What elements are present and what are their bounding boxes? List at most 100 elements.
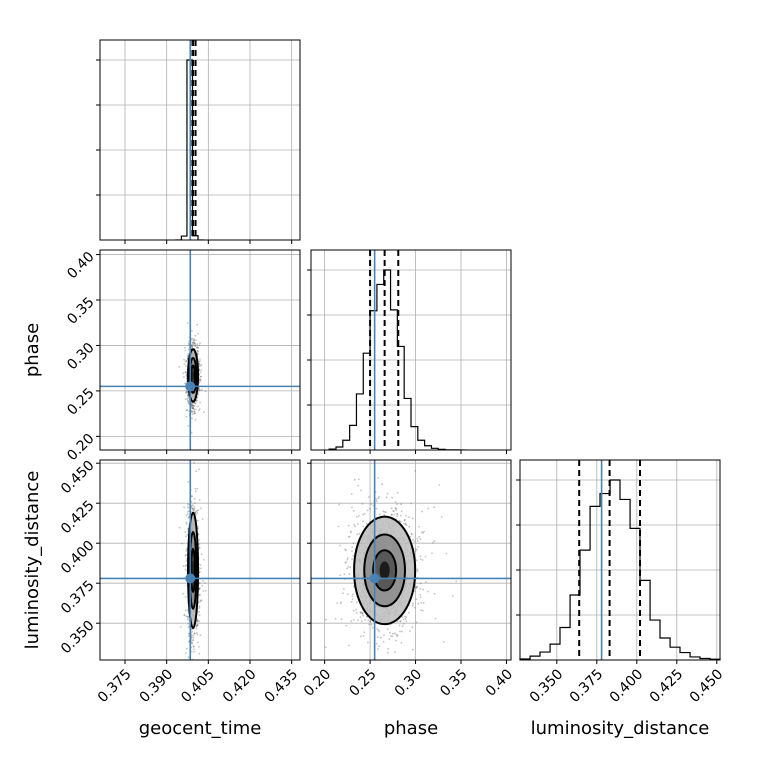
sample-point (418, 525, 420, 528)
sample-point (368, 507, 371, 510)
sample-point (387, 647, 390, 650)
sample-point (184, 554, 187, 557)
sample-point (192, 509, 195, 512)
sample-point (347, 524, 350, 527)
sample-point (196, 343, 199, 346)
histogram-bar (610, 480, 620, 660)
sample-point (193, 410, 196, 413)
sample-point (198, 365, 201, 368)
sample-point (364, 618, 366, 621)
sample-point (369, 620, 371, 623)
sample-point (184, 346, 186, 349)
sample-point (362, 525, 365, 528)
sample-point (340, 618, 343, 620)
sample-point (338, 503, 341, 506)
sample-point (351, 598, 354, 600)
sample-point (360, 620, 363, 623)
sample-point (187, 615, 190, 618)
sample-point (197, 660, 199, 662)
sample-point (358, 532, 361, 535)
sample-point (347, 536, 350, 538)
x-tick-label: 0.25 (346, 666, 379, 699)
sample-point (433, 506, 436, 509)
truth-marker (185, 573, 196, 584)
sample-point (190, 636, 193, 639)
x-tick-label: 0.435 (262, 666, 302, 706)
sample-point (185, 415, 188, 418)
sample-point (187, 402, 190, 405)
sample-point (363, 512, 366, 515)
sample-point (187, 394, 190, 397)
sample-point (355, 516, 358, 518)
sample-point (427, 590, 429, 593)
sample-point (198, 344, 201, 347)
sample-point (343, 588, 345, 590)
sample-point (193, 648, 196, 651)
y-tick-label: 0.40 (64, 249, 97, 282)
sample-point (346, 593, 349, 595)
sample-point (393, 632, 396, 635)
sample-point (360, 489, 362, 492)
sample-point (192, 646, 195, 648)
sample-point (346, 567, 349, 570)
sample-point (191, 337, 193, 340)
sample-point (192, 636, 195, 639)
sample-point (409, 630, 411, 632)
sample-point (350, 531, 352, 534)
sample-point (416, 540, 419, 542)
sample-point (421, 531, 423, 534)
sample-point (191, 642, 194, 645)
sample-point (182, 592, 184, 595)
sample-point (192, 645, 195, 648)
sample-point (187, 481, 190, 483)
histogram-bar (680, 653, 690, 660)
sample-point (195, 347, 198, 349)
density-area (311, 460, 511, 660)
x-axis-label: phase (384, 718, 438, 739)
x-tick-label: 0.40 (483, 666, 516, 699)
sample-point (363, 631, 366, 634)
sample-point (377, 629, 380, 631)
sample-point (394, 507, 397, 510)
sample-point (198, 606, 201, 609)
sample-point (197, 641, 199, 644)
x-tick-label: 0.390 (137, 666, 177, 706)
y-tick-label: 0.25 (64, 385, 97, 418)
sample-point (185, 375, 188, 378)
sample-point (196, 487, 199, 490)
sample-point (191, 407, 194, 409)
x-tick-label: 0.420 (220, 666, 260, 706)
sample-point (193, 337, 195, 340)
sample-point (389, 631, 391, 634)
sample-point (357, 484, 360, 487)
sample-point (186, 360, 189, 362)
histogram-bar (650, 620, 660, 660)
sample-point (196, 623, 199, 626)
sample-point (198, 620, 201, 623)
sample-point (197, 393, 200, 396)
sample-point (198, 587, 201, 590)
histogram-bar (193, 236, 199, 240)
sample-point (362, 614, 364, 617)
x-tick-label: 0.30 (392, 666, 425, 699)
sample-point (200, 375, 202, 378)
sample-point (191, 344, 193, 347)
sample-point (193, 462, 195, 464)
sample-point (185, 374, 188, 376)
sample-point (191, 341, 194, 344)
sample-point (451, 595, 454, 597)
sample-point (200, 363, 203, 366)
sample-point (193, 405, 196, 407)
sample-point (192, 343, 194, 346)
sample-point (353, 524, 355, 526)
sample-point (413, 540, 416, 543)
sample-point (184, 531, 187, 533)
sample-point (360, 635, 362, 638)
sample-point (193, 632, 196, 635)
y-tick-label: 0.35 (64, 294, 97, 327)
sample-point (190, 634, 193, 637)
sample-point (187, 401, 190, 404)
x-tick-label: 0.375 (95, 666, 135, 706)
sample-point (403, 519, 406, 522)
sample-point (184, 360, 187, 363)
